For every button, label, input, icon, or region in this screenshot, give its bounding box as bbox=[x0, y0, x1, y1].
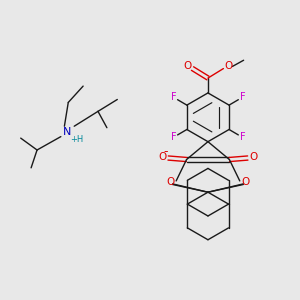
Text: -: - bbox=[164, 145, 168, 158]
Text: O: O bbox=[250, 152, 258, 162]
Text: F: F bbox=[171, 132, 176, 142]
Text: F: F bbox=[171, 92, 176, 102]
Text: O: O bbox=[242, 176, 250, 187]
Text: F: F bbox=[240, 132, 245, 142]
Text: F: F bbox=[240, 92, 245, 102]
Text: O: O bbox=[158, 152, 166, 162]
Text: O: O bbox=[183, 61, 192, 71]
Text: N: N bbox=[63, 127, 71, 137]
Text: O: O bbox=[224, 61, 232, 71]
Text: +H: +H bbox=[70, 135, 84, 144]
Text: O: O bbox=[166, 176, 174, 187]
